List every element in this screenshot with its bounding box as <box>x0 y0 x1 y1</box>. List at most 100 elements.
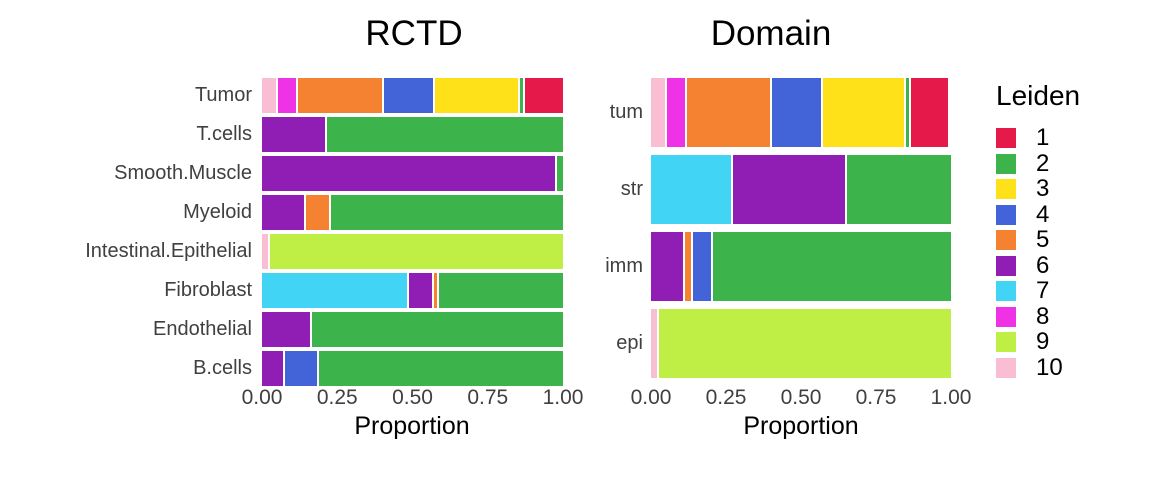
bar-segment-leiden-9 <box>658 309 951 378</box>
bars-area-domain: tum str imm epi <box>575 78 951 378</box>
bar-segment-leiden-2 <box>311 312 563 347</box>
bar-segment-leiden-2 <box>319 351 563 386</box>
bar-track <box>262 78 563 113</box>
legend-item-label: 10 <box>1036 353 1063 381</box>
bar-segment-leiden-2 <box>326 117 563 152</box>
bar-row-tum: tum <box>575 78 951 147</box>
legend-items: 1 2 3 4 5 6 7 8 9 10 <box>996 126 1080 381</box>
legend-item-label: 7 <box>1036 277 1050 304</box>
bar-segment-leiden-2 <box>905 78 909 147</box>
legend-swatch-icon <box>996 332 1016 352</box>
row-label: B.cells <box>193 357 252 379</box>
bar-segment-leiden-6 <box>262 156 556 191</box>
bar-segment-leiden-2 <box>847 155 951 224</box>
legend: Leiden 1 2 3 4 5 6 7 8 9 10 <box>996 80 1080 383</box>
bar-row-imm: imm <box>575 232 951 301</box>
bar-segment-leiden-6 <box>408 273 433 308</box>
legend-item-6: 6 <box>996 253 1080 277</box>
row-label: Myeloid <box>183 201 252 223</box>
legend-swatch-icon <box>996 179 1016 199</box>
row-label: str <box>620 178 643 200</box>
legend-swatch-icon <box>996 153 1016 174</box>
bar-segment-leiden-2 <box>439 273 563 308</box>
bar-segment-leiden-6 <box>262 351 283 386</box>
bar-segment-leiden-2 <box>712 232 951 301</box>
row-label: Fibroblast <box>164 279 252 301</box>
legend-item-5: 5 <box>996 226 1080 253</box>
legend-item-7: 7 <box>996 277 1080 304</box>
legend-item-4: 4 <box>996 200 1080 228</box>
bar-segment-leiden-5 <box>305 195 330 230</box>
bar-segment-leiden-10 <box>262 78 277 113</box>
bar-row-b-cells: B.cells <box>0 351 563 386</box>
bar-segment-leiden-1 <box>525 78 563 113</box>
legend-swatch-icon <box>996 281 1016 301</box>
bar-track <box>651 232 951 301</box>
row-label: imm <box>605 255 643 277</box>
legend-swatch-icon <box>996 128 1016 148</box>
x-tick-label: 0.25 <box>705 386 747 409</box>
bar-row-epi: epi <box>575 309 951 378</box>
bar-segment-leiden-10 <box>651 78 666 147</box>
legend-title: Leiden <box>996 80 1081 111</box>
bar-row-myeloid: Myeloid <box>0 195 563 230</box>
bar-segment-leiden-10 <box>262 234 268 269</box>
bar-segment-leiden-9 <box>269 234 563 269</box>
bar-track <box>262 117 563 152</box>
legend-item-8: 8 <box>996 302 1080 330</box>
bar-row-intestinal-epithelial: Intestinal.Epithelial <box>0 234 563 269</box>
bar-row-str: str <box>575 155 951 224</box>
bar-segment-leiden-8 <box>278 78 296 113</box>
x-tick-label: 1.00 <box>930 386 972 409</box>
legend-item-2: 2 <box>996 149 1080 177</box>
bar-row-fibroblast: Fibroblast <box>0 273 563 308</box>
bar-segment-leiden-4 <box>693 232 711 301</box>
bar-track <box>651 309 951 378</box>
bar-segment-leiden-6 <box>262 117 325 152</box>
legend-item-label: 8 <box>1036 302 1050 330</box>
legend-swatch-icon <box>996 204 1016 225</box>
bar-segment-leiden-6 <box>262 195 304 230</box>
row-label: Endothelial <box>153 318 252 340</box>
legend-item-1: 1 <box>996 126 1080 150</box>
bar-segment-leiden-4 <box>772 78 822 147</box>
legend-swatch-icon <box>996 230 1016 250</box>
row-label: Smooth.Muscle <box>114 162 252 184</box>
bar-row-smooth-muscle: Smooth.Muscle <box>0 156 563 191</box>
bar-segment-leiden-6 <box>262 312 310 347</box>
bar-track <box>262 351 563 386</box>
legend-swatch-icon <box>996 357 1016 378</box>
x-tick-label: 1.00 <box>542 386 584 409</box>
legend-item-label: 9 <box>1036 328 1050 355</box>
bar-segment-leiden-6 <box>651 232 684 301</box>
legend-swatch-icon <box>996 255 1016 276</box>
legend-item-label: 5 <box>1036 226 1050 253</box>
bar-segment-leiden-4 <box>284 351 318 386</box>
legend-item-3: 3 <box>996 177 1080 201</box>
x-axis-domain: 0.00 0.25 0.50 0.75 1.00 <box>631 386 972 412</box>
bar-row-tumor: Tumor <box>0 78 563 113</box>
row-label: tum <box>609 101 643 123</box>
bars-area-rctd: Tumor T.cells Smooth.Muscle Myeloid Intestin… <box>0 78 563 386</box>
bar-track <box>262 312 563 347</box>
bar-track <box>651 155 951 224</box>
x-tick-label: 0.00 <box>241 386 283 409</box>
x-axis-title-domain: Proportion <box>743 412 859 440</box>
x-tick-label: 0.25 <box>316 386 358 409</box>
bar-segment-leiden-7 <box>262 273 407 308</box>
x-axis-title-rctd: Proportion <box>354 412 470 440</box>
x-tick-label: 0.75 <box>855 386 897 409</box>
bar-segment-leiden-4 <box>383 78 433 113</box>
row-label: Tumor <box>194 84 252 106</box>
bar-track <box>262 234 563 269</box>
row-label: T.cells <box>196 123 252 145</box>
bar-row-t-cells: T.cells <box>0 117 563 152</box>
legend-item-label: 2 <box>1036 149 1050 177</box>
bar-segment-leiden-5 <box>685 232 692 301</box>
bar-track <box>262 273 563 308</box>
bar-segment-leiden-10 <box>651 309 657 378</box>
bar-track <box>651 78 951 147</box>
bar-segment-leiden-3 <box>823 78 904 147</box>
bar-segment-leiden-2 <box>331 195 563 230</box>
legend-item-label: 4 <box>1036 200 1050 228</box>
